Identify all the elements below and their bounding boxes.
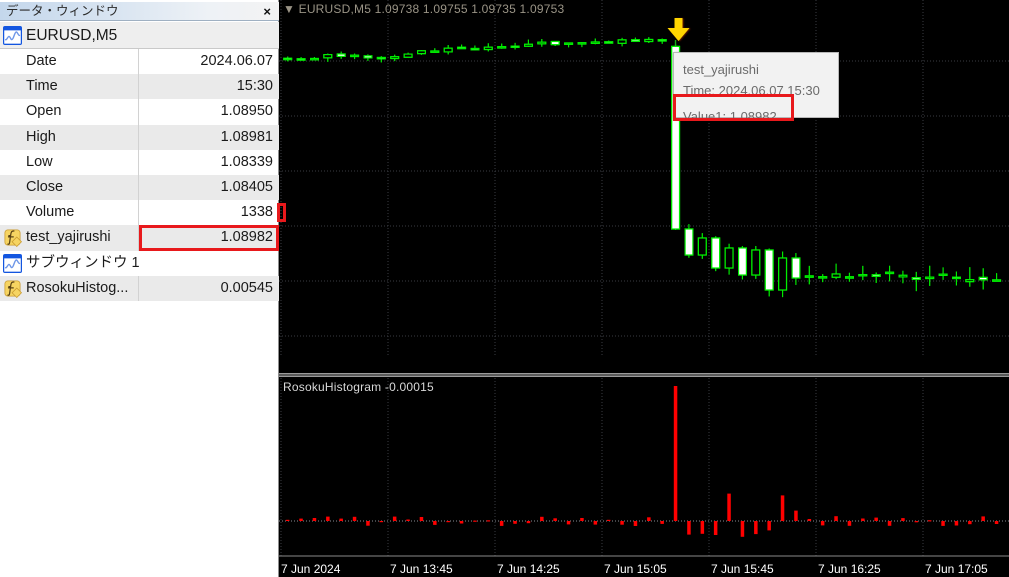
- svg-text:7 Jun 14:25: 7 Jun 14:25: [497, 562, 560, 576]
- svg-text:7 Jun 15:05: 7 Jun 15:05: [604, 562, 667, 576]
- svg-text:7 Jun 15:45: 7 Jun 15:45: [711, 562, 774, 576]
- svg-text:7 Jun 16:25: 7 Jun 16:25: [818, 562, 881, 576]
- svg-text:7 Jun 13:45: 7 Jun 13:45: [390, 562, 453, 576]
- svg-text:7 Jun 17:05: 7 Jun 17:05: [925, 562, 988, 576]
- svg-text:7 Jun 2024: 7 Jun 2024: [281, 562, 341, 576]
